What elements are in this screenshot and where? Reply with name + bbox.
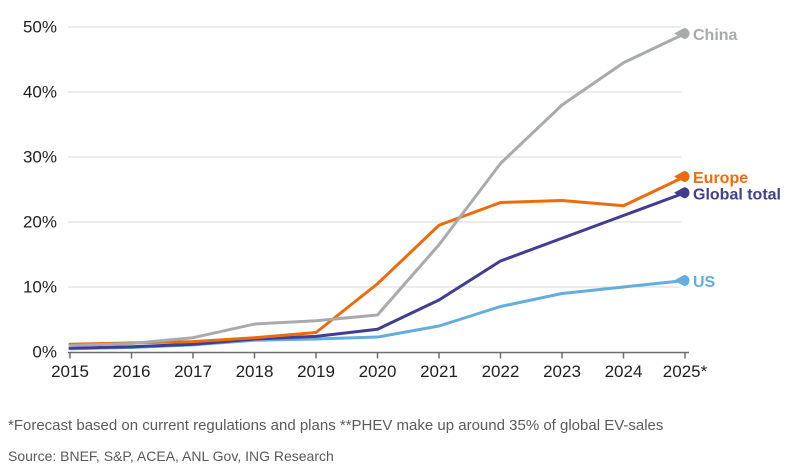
series-line-europe <box>68 175 687 346</box>
y-axis-tick-label: 20% <box>23 213 57 232</box>
series-end-marker-china <box>674 28 690 39</box>
source-attribution: Source: BNEF, S&P, ACEA, ANL Gov, ING Re… <box>8 448 334 464</box>
series-end-marker-us <box>674 275 690 286</box>
x-axis-tick-label: 2015 <box>51 362 89 381</box>
x-axis-tick-label: 2021 <box>420 362 458 381</box>
x-axis-tick-label: 2025* <box>663 362 708 381</box>
y-axis-tick-label: 0% <box>32 343 57 362</box>
y-axis-tick-label: 30% <box>23 148 57 167</box>
series-label-global-total: Global total <box>693 186 781 203</box>
series-label-europe: Europe <box>693 170 748 187</box>
x-axis-tick-label: 2019 <box>297 362 335 381</box>
series-label-china: China <box>693 27 738 44</box>
series-line-global-total <box>68 191 687 350</box>
x-axis-tick-label: 2018 <box>236 362 274 381</box>
x-axis-tick-label: 2022 <box>482 362 520 381</box>
series-end-marker-global-total <box>674 187 690 199</box>
series-end-marker-europe <box>674 171 690 182</box>
x-axis-tick-label: 2020 <box>359 362 397 381</box>
x-axis-tick-label: 2017 <box>174 362 212 381</box>
y-axis-tick-label: 50% <box>23 18 57 37</box>
forecast-footnote: *Forecast based on current regulations a… <box>8 417 664 434</box>
y-axis-tick-label: 10% <box>23 278 57 297</box>
series-line-china <box>68 32 687 347</box>
ev-sales-line-chart: 0% 10% 20% 30% 40% 50% 2015 2016 2017 2018 2019 202… <box>23 18 781 382</box>
x-axis-tick-label: 2016 <box>113 362 151 381</box>
x-axis-tick-label: 2023 <box>543 362 581 381</box>
y-axis-tick-label: 40% <box>23 83 57 102</box>
series-label-us: US <box>693 274 716 291</box>
x-axis-tick-label: 2024 <box>605 362 643 381</box>
